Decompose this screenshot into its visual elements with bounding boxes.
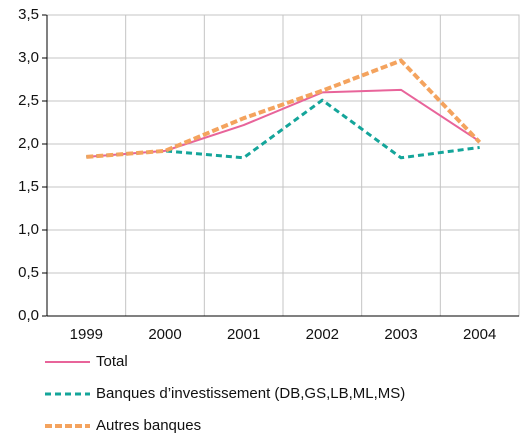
y-tick-label: 2,5: [18, 92, 39, 109]
legend-label: Autres banques: [96, 417, 201, 434]
y-tick-label: 3,5: [18, 6, 39, 23]
y-tick-label: 3,0: [18, 49, 39, 66]
y-tick-label: 2,0: [18, 135, 39, 152]
y-tick-label: 1,0: [18, 221, 39, 238]
x-tick-label: 2004: [463, 326, 496, 343]
x-tick-label: 2002: [306, 326, 339, 343]
x-tick-label: 2001: [227, 326, 260, 343]
y-tick-label: 0,5: [18, 264, 39, 281]
x-tick-label: 2000: [148, 326, 181, 343]
x-tick-label: 1999: [70, 326, 103, 343]
y-tick-label: 1,5: [18, 178, 39, 195]
series-line: [86, 58, 482, 159]
legend-label: Total: [96, 353, 128, 370]
y-tick-label: 0,0: [18, 307, 39, 324]
x-tick-label: 2003: [384, 326, 417, 343]
legend-label: Banques d’investissement (DB,GS,LB,ML,MS…: [96, 385, 405, 402]
